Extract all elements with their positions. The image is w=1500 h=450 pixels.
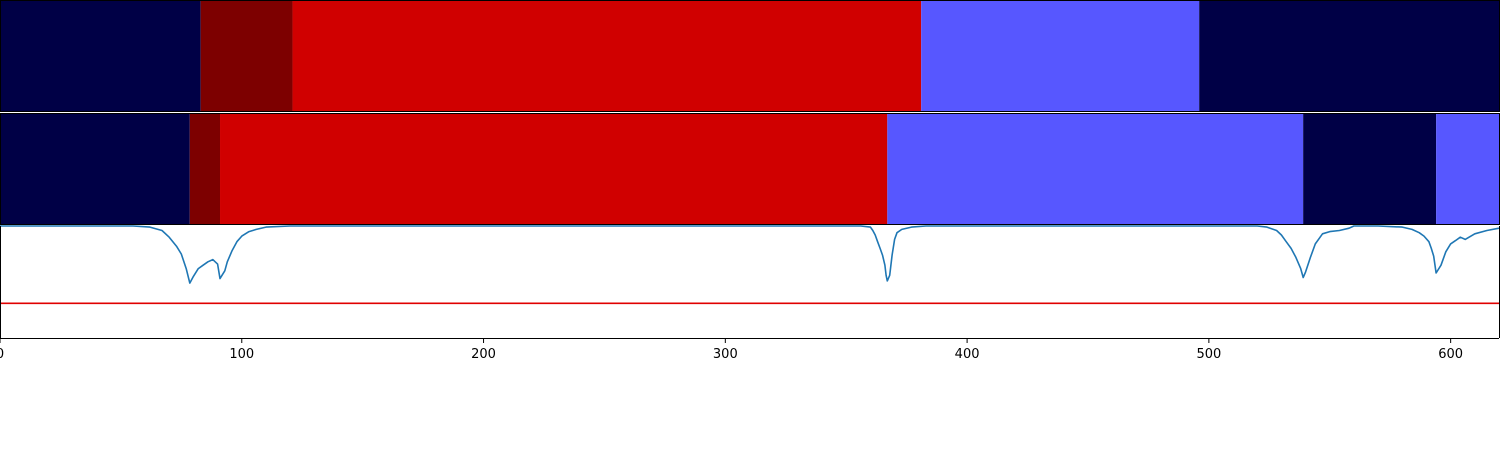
x-tick-label: 200 bbox=[471, 347, 496, 362]
x-tick-label: 100 bbox=[229, 347, 254, 362]
segment-2-4 bbox=[887, 113, 1304, 225]
signal-background bbox=[0, 226, 1500, 338]
signal-line bbox=[0, 225, 1500, 284]
segment-1-3 bbox=[292, 0, 922, 112]
x-tick-label: 0 bbox=[0, 347, 4, 362]
segment-2-2 bbox=[189, 113, 221, 225]
x-tick-label: 300 bbox=[713, 347, 738, 362]
segment-2-1 bbox=[0, 113, 190, 225]
segment-1-4 bbox=[921, 0, 1200, 112]
x-tick-label: 500 bbox=[1196, 347, 1221, 362]
segment-1-1 bbox=[0, 0, 201, 112]
x-tick-label: 400 bbox=[955, 347, 980, 362]
signal-panel bbox=[0, 225, 1500, 339]
segment-2-5 bbox=[1303, 113, 1437, 225]
segment-2-6 bbox=[1436, 113, 1499, 225]
track-1 bbox=[0, 0, 1500, 112]
segment-1-2 bbox=[200, 0, 293, 112]
segment-1-5 bbox=[1199, 0, 1499, 112]
segment-2-3 bbox=[220, 113, 888, 225]
x-axis: 0 100 200 300 400 500 600 bbox=[0, 338, 1463, 362]
x-tick-label: 600 bbox=[1438, 347, 1463, 362]
track-2 bbox=[0, 113, 1500, 225]
